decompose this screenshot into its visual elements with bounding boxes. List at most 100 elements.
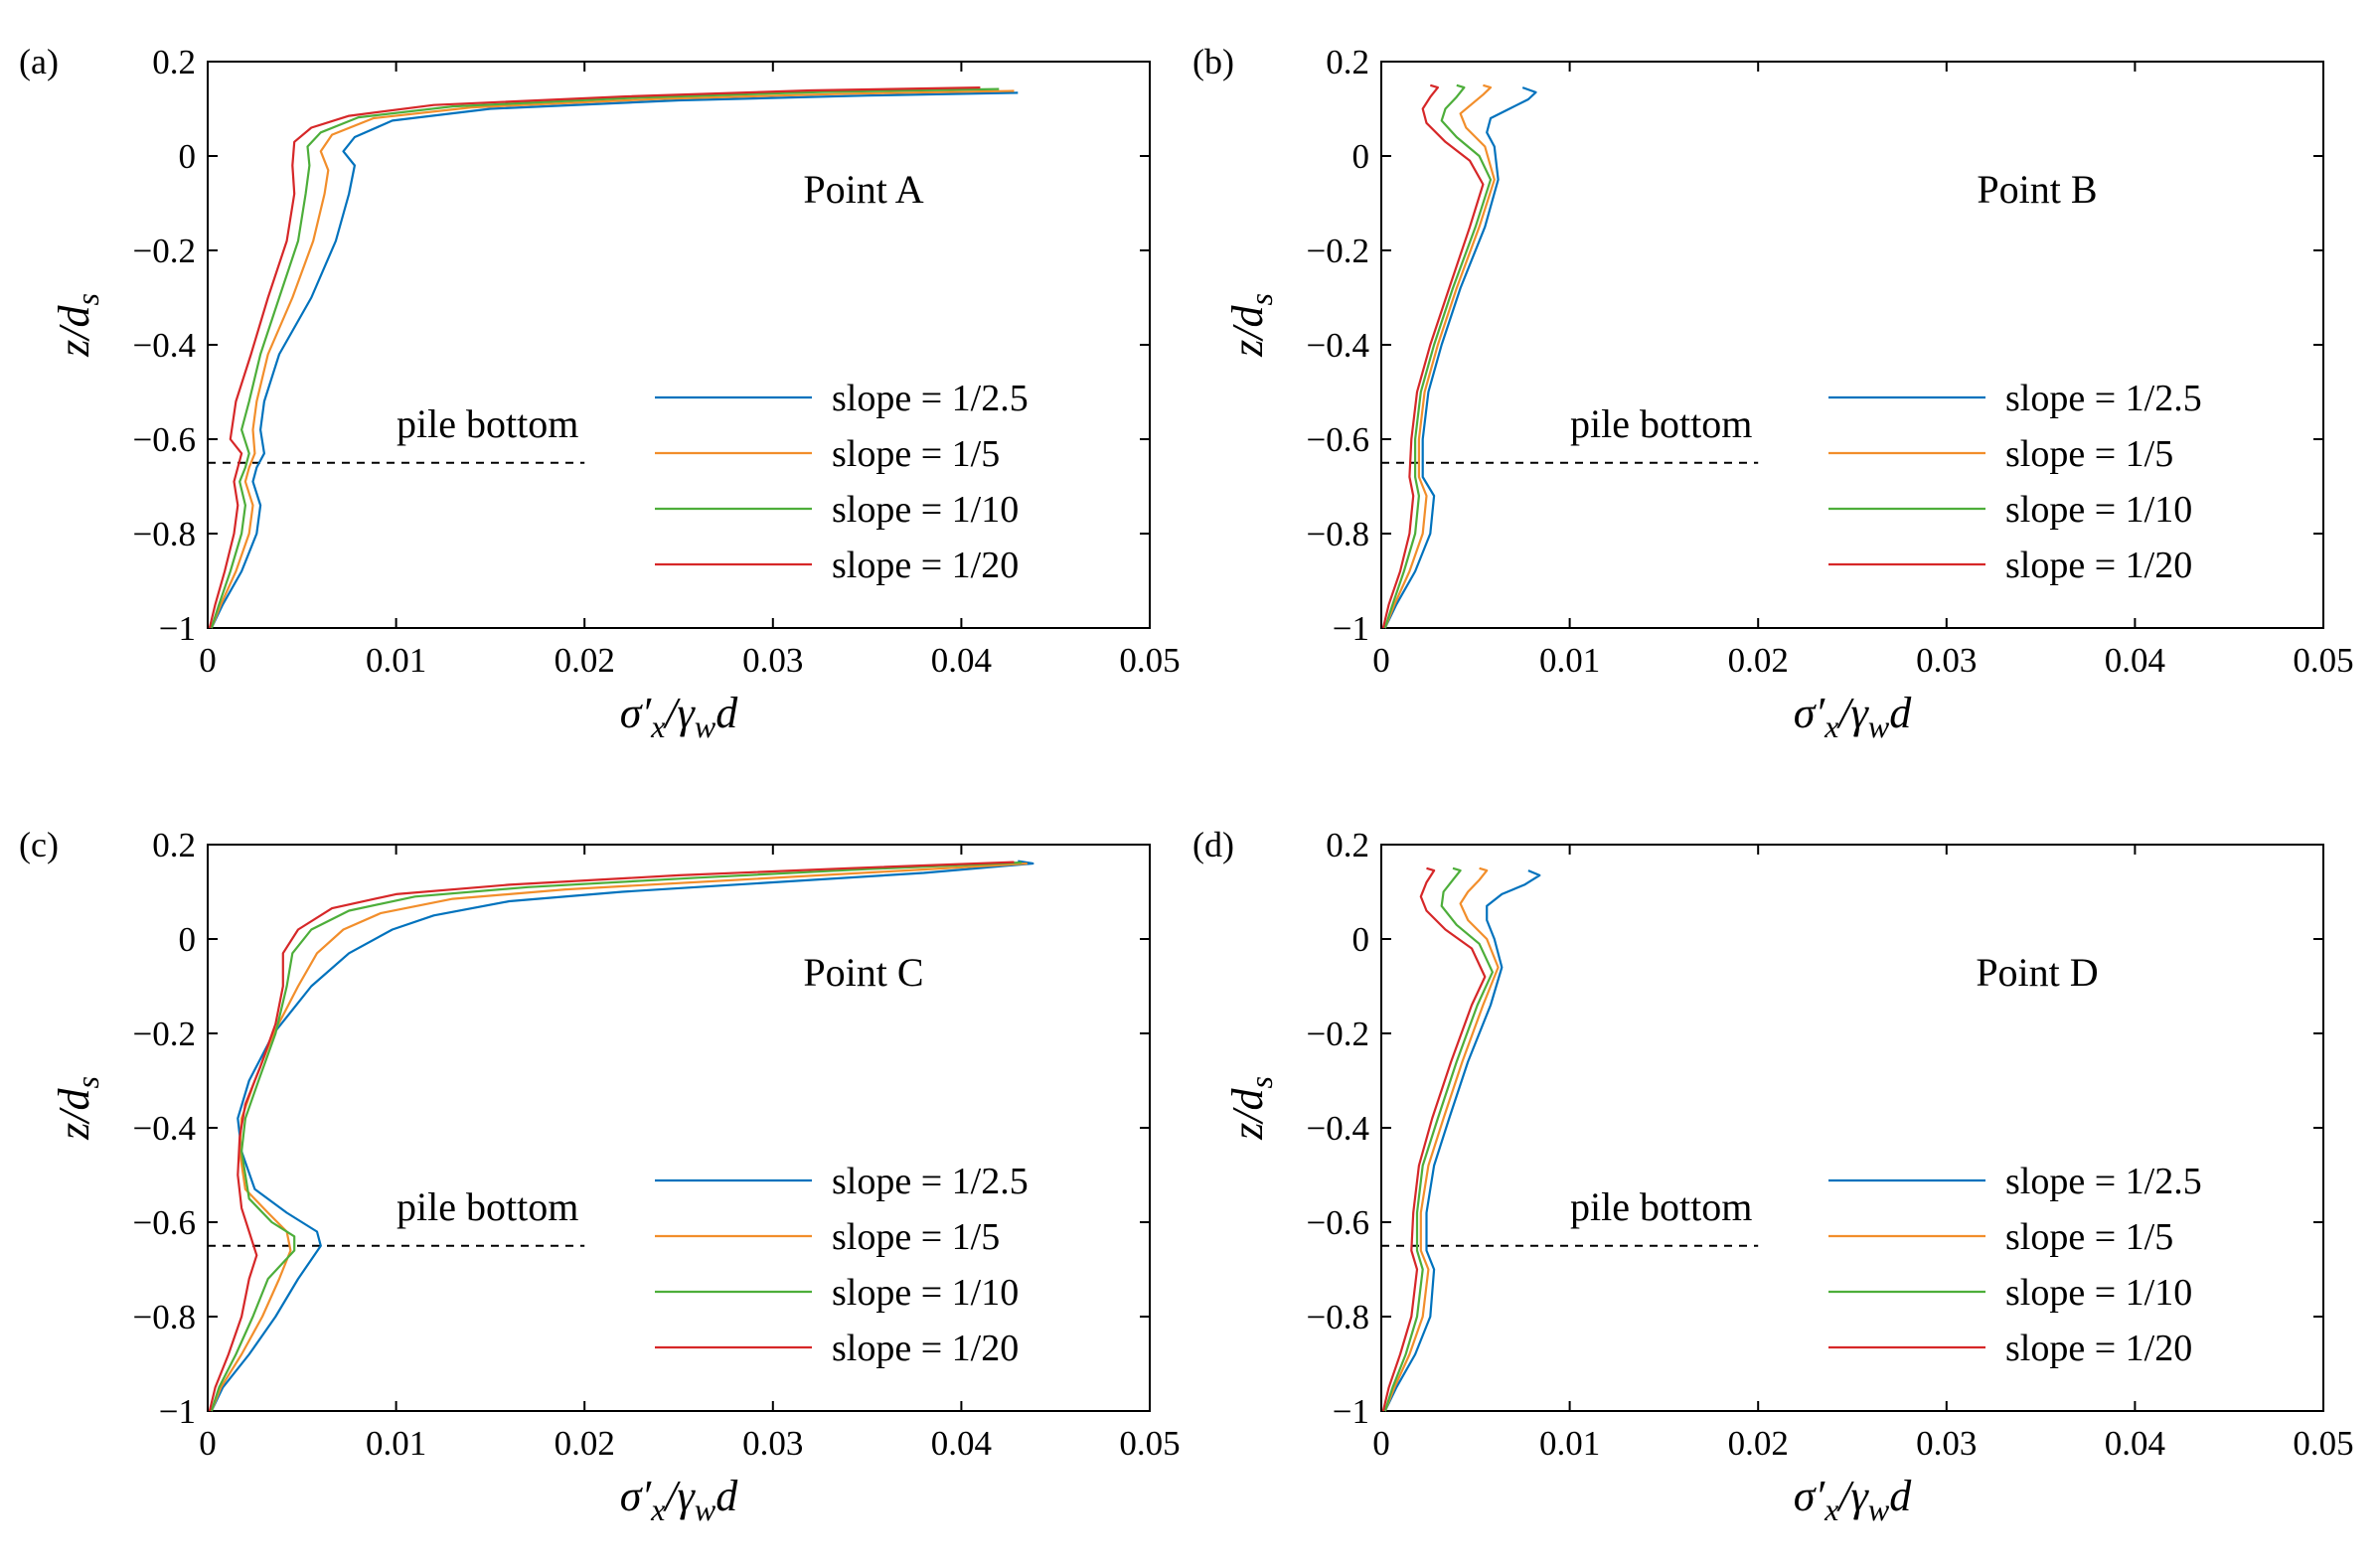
plot-frame bbox=[1380, 844, 2324, 1412]
chart-panel-a: 0 0.01 0.02 0.03 0.04 0.05 0.2 0 −0.2 −0.4 −0.6 −0.… bbox=[19, 42, 1181, 744]
x-tick-label: 0.04 bbox=[931, 641, 992, 680]
y-axis-label: z/ds bbox=[1223, 293, 1279, 358]
legend: slope = 1/2.5 slope = 1/5 slope = 1/10 slop… bbox=[1828, 378, 2202, 586]
x-tick-label: 0.01 bbox=[1539, 641, 1600, 680]
legend-entry: slope = 1/20 bbox=[2005, 545, 2192, 586]
x-tick-label: 0 bbox=[199, 641, 217, 680]
x-axis-label: σ′x/γwd bbox=[1794, 1472, 1912, 1527]
legend-entry: slope = 1/10 bbox=[2005, 489, 2192, 531]
legend-entry: slope = 1/20 bbox=[832, 545, 1019, 586]
series-line bbox=[210, 89, 1015, 629]
y-axis-label: z/ds bbox=[50, 293, 105, 358]
y-tick-label: 0.2 bbox=[152, 43, 196, 81]
series-line bbox=[1381, 866, 1487, 1412]
y-tick-label: −0.2 bbox=[133, 1015, 197, 1053]
x-tick-label: 0.01 bbox=[1539, 1424, 1600, 1463]
point-label: Point B bbox=[1977, 167, 2097, 212]
series-line bbox=[1383, 83, 1493, 629]
x-tick-label: 0.03 bbox=[742, 641, 803, 680]
y-tick-label: −0.6 bbox=[1307, 420, 1370, 459]
legend-entry: slope = 1/20 bbox=[832, 1328, 1019, 1369]
x-tick-label: 0.04 bbox=[2105, 1424, 2165, 1463]
legend-entry: slope = 1/2.5 bbox=[2005, 378, 2202, 419]
y-tick-label: −0.8 bbox=[1307, 515, 1370, 553]
y-axis-label: z/ds bbox=[50, 1076, 105, 1141]
y-tick-label: −1 bbox=[1333, 1392, 1369, 1431]
series-line bbox=[208, 861, 1015, 1412]
pile-bottom-label: pile bottom bbox=[397, 1184, 578, 1229]
x-tick-label: 0.05 bbox=[2293, 1424, 2353, 1463]
x-tick-label: 0 bbox=[1372, 641, 1390, 680]
x-axis-label: σ′x/γwd bbox=[620, 689, 738, 744]
series-line bbox=[1381, 83, 1485, 629]
y-tick-label: −0.4 bbox=[1307, 326, 1370, 365]
y-tick-label: 0.2 bbox=[152, 826, 196, 864]
y-tick-label: −1 bbox=[1333, 609, 1369, 648]
x-axis-label: σ′x/γwd bbox=[1794, 689, 1912, 744]
x-tick-label: 0 bbox=[199, 1424, 217, 1463]
point-label: Point D bbox=[1976, 950, 2098, 995]
chart-panel-c: 0 0.01 0.02 0.03 0.04 0.05 0.2 0 −0.2 −0.4 −0.6 −0.… bbox=[19, 825, 1181, 1527]
y-tick-label: 0 bbox=[1352, 920, 1370, 959]
legend: slope = 1/2.5 slope = 1/5 slope = 1/10 slop… bbox=[1828, 1161, 2202, 1369]
pile-bottom-label: pile bottom bbox=[397, 401, 578, 446]
y-tick-label: −1 bbox=[159, 609, 196, 648]
x-tick-label: 0.04 bbox=[2105, 641, 2165, 680]
point-label: Point A bbox=[803, 167, 923, 212]
legend-entry: slope = 1/5 bbox=[832, 1216, 1000, 1258]
y-tick-label: −0.4 bbox=[1307, 1109, 1370, 1148]
y-tick-label: −0.8 bbox=[133, 515, 197, 553]
x-tick-label: 0.03 bbox=[742, 1424, 803, 1463]
x-tick-label: 0.02 bbox=[555, 1424, 615, 1463]
panel-label: (b) bbox=[1192, 42, 1234, 81]
series-line bbox=[210, 861, 1023, 1412]
y-axis-label: z/ds bbox=[1223, 1076, 1279, 1141]
y-tick-label: −0.6 bbox=[133, 1203, 197, 1242]
plot-frame bbox=[207, 844, 1151, 1412]
series-line bbox=[210, 87, 1000, 629]
chart-panel-b: 0 0.01 0.02 0.03 0.04 0.05 0.2 0 −0.2 −0.4 −0.6 −0.… bbox=[1192, 42, 2354, 744]
legend-entry: slope = 1/2.5 bbox=[2005, 1161, 2202, 1202]
series-line bbox=[1383, 83, 1496, 629]
legend-entry: slope = 1/10 bbox=[832, 1272, 1019, 1314]
x-tick-label: 0.04 bbox=[931, 1424, 992, 1463]
y-tick-label: −0.2 bbox=[133, 232, 197, 270]
y-tick-label: 0 bbox=[1352, 137, 1370, 176]
y-tick-label: −0.6 bbox=[133, 420, 197, 459]
panel-label: (a) bbox=[19, 42, 59, 81]
series-line bbox=[1383, 866, 1500, 1412]
series-line bbox=[1383, 869, 1541, 1412]
x-tick-label: 0.03 bbox=[1916, 641, 1977, 680]
y-tick-label: −0.8 bbox=[133, 1298, 197, 1336]
series-line bbox=[208, 86, 981, 629]
x-tick-label: 0.02 bbox=[555, 641, 615, 680]
y-tick-label: 0.2 bbox=[1326, 43, 1369, 81]
x-tick-label: 0.05 bbox=[2293, 641, 2353, 680]
series-line bbox=[210, 860, 1034, 1412]
y-tick-label: −0.2 bbox=[1307, 232, 1370, 270]
y-tick-label: −0.4 bbox=[133, 326, 197, 365]
y-tick-label: −0.6 bbox=[1307, 1203, 1370, 1242]
x-tick-label: 0.05 bbox=[1119, 641, 1180, 680]
x-tick-label: 0.02 bbox=[1728, 1424, 1789, 1463]
panel-label: (c) bbox=[19, 825, 59, 864]
panel-label: (d) bbox=[1192, 825, 1234, 864]
x-tick-label: 0.02 bbox=[1728, 641, 1789, 680]
legend-entry: slope = 1/5 bbox=[2005, 1216, 2173, 1258]
legend: slope = 1/2.5 slope = 1/5 slope = 1/10 slop… bbox=[655, 378, 1029, 586]
x-tick-label: 0 bbox=[1372, 1424, 1390, 1463]
plot-frame bbox=[1380, 61, 2324, 629]
x-tick-label: 0.05 bbox=[1119, 1424, 1180, 1463]
chart-panel-d: 0 0.01 0.02 0.03 0.04 0.05 0.2 0 −0.2 −0.4 −0.6 −0.… bbox=[1192, 825, 2354, 1527]
legend-entry: slope = 1/5 bbox=[2005, 433, 2173, 475]
plot-frame bbox=[207, 61, 1151, 629]
pile-bottom-label: pile bottom bbox=[1570, 1184, 1752, 1229]
y-tick-label: −0.4 bbox=[133, 1109, 197, 1148]
series-line bbox=[1383, 866, 1494, 1412]
y-tick-label: −1 bbox=[159, 1392, 196, 1431]
y-tick-label: 0 bbox=[179, 137, 197, 176]
y-tick-label: 0.2 bbox=[1326, 826, 1369, 864]
x-tick-label: 0.01 bbox=[366, 1424, 426, 1463]
y-tick-label: −0.8 bbox=[1307, 1298, 1370, 1336]
